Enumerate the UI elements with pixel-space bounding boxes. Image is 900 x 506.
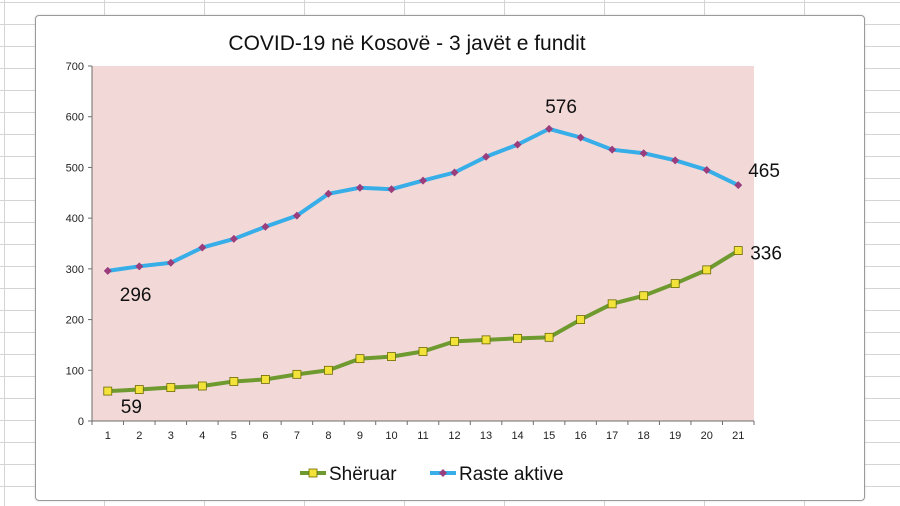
x-tick-label: 4 <box>199 430 205 442</box>
x-tick-label: 20 <box>701 430 713 442</box>
legend: Shëruar Raste aktive <box>300 464 564 485</box>
point-marker <box>639 291 649 301</box>
point-marker <box>260 375 270 384</box>
y-tick-label: 600 <box>66 112 84 124</box>
point-marker <box>576 133 585 142</box>
point-marker <box>513 333 522 343</box>
point-marker <box>418 347 428 356</box>
plot-area <box>92 66 754 421</box>
point-marker <box>545 124 554 133</box>
x-tick-label: 13 <box>480 430 492 442</box>
x-tick-label: 14 <box>511 430 523 442</box>
data-label: 465 <box>748 161 780 182</box>
data-label: 59 <box>121 397 142 418</box>
point-marker <box>450 168 459 177</box>
point-marker <box>135 262 144 271</box>
point-marker <box>513 140 522 149</box>
y-tick-label: 400 <box>66 213 84 225</box>
point-marker <box>292 369 302 379</box>
y-tick-label: 700 <box>66 61 84 73</box>
y-tick-label: 300 <box>66 264 84 276</box>
x-tick-label: 12 <box>448 430 460 442</box>
point-marker <box>439 469 447 477</box>
point-marker <box>544 332 554 342</box>
y-tick-label: 0 <box>78 416 84 428</box>
data-label: 336 <box>750 244 782 265</box>
x-tick-label: 11 <box>417 430 428 442</box>
point-marker <box>103 386 113 396</box>
point-marker <box>197 381 207 391</box>
point-marker <box>608 145 617 154</box>
data-label: 576 <box>545 97 577 118</box>
point-marker <box>419 176 427 185</box>
point-marker <box>308 468 318 478</box>
chart-title: COVID-19 në Kosovë - 3 javët e fundit <box>228 32 585 55</box>
series-sh-ruar <box>103 246 743 396</box>
x-tick-label: 7 <box>294 430 300 442</box>
x-tick-label: 1 <box>105 430 111 442</box>
x-tick-label: 21 <box>732 430 744 442</box>
point-marker <box>734 181 743 190</box>
point-marker <box>639 149 648 158</box>
point-marker <box>702 165 711 174</box>
x-tick-label: 16 <box>574 430 586 442</box>
y-tick-label: 200 <box>66 315 84 327</box>
legend-label: Shëruar <box>329 464 397 485</box>
point-marker <box>387 352 396 361</box>
point-marker <box>576 315 586 324</box>
point-marker <box>482 152 491 161</box>
point-marker <box>166 383 176 392</box>
point-marker <box>702 265 712 275</box>
legend-label: Raste aktive <box>459 464 564 485</box>
point-marker <box>733 246 743 256</box>
point-marker <box>198 243 207 252</box>
legend-item: Shëruar <box>300 464 397 485</box>
point-marker <box>387 185 396 194</box>
y-tick-label: 500 <box>66 162 84 174</box>
point-marker <box>261 222 270 231</box>
point-marker <box>166 258 175 267</box>
point-marker <box>134 385 144 394</box>
point-marker <box>607 299 617 309</box>
point-marker <box>355 354 365 364</box>
point-marker <box>324 365 333 375</box>
point-marker <box>450 336 459 346</box>
y-axis-ticks: 0 100 200 300 400 500 600 700 <box>66 61 92 428</box>
series-layer <box>103 124 743 396</box>
point-marker <box>671 156 680 165</box>
point-marker <box>229 377 239 386</box>
point-marker <box>481 335 491 345</box>
x-tick-label: 6 <box>262 430 268 442</box>
y-tick-label: 100 <box>66 365 84 377</box>
point-marker <box>103 266 112 275</box>
x-tick-label: 10 <box>385 430 397 442</box>
point-marker <box>355 183 364 192</box>
point-marker <box>292 211 301 220</box>
x-tick-label: 19 <box>669 430 681 442</box>
x-tick-label: 15 <box>543 430 555 442</box>
x-tick-label: 18 <box>638 430 650 442</box>
x-tick-label: 17 <box>606 430 618 442</box>
data-label: 296 <box>120 285 152 306</box>
x-tick-label: 9 <box>357 430 363 442</box>
data-labels: 59 336 296 576 465 <box>120 97 782 418</box>
point-marker <box>229 234 238 243</box>
x-tick-label: 5 <box>231 430 237 442</box>
legend-item: Raste aktive <box>430 464 564 485</box>
point-marker <box>324 189 333 198</box>
x-tick-label: 8 <box>325 430 331 442</box>
x-tick-label: 3 <box>168 430 174 442</box>
series-raste-aktive <box>103 124 743 275</box>
x-tick-label: 2 <box>136 430 142 442</box>
x-axis-ticks: 1 2 3 4 5 6 7 8 9 10 11 12 13 14 15 16 17 18 19 20 21 <box>91 421 755 442</box>
point-marker <box>670 279 680 288</box>
